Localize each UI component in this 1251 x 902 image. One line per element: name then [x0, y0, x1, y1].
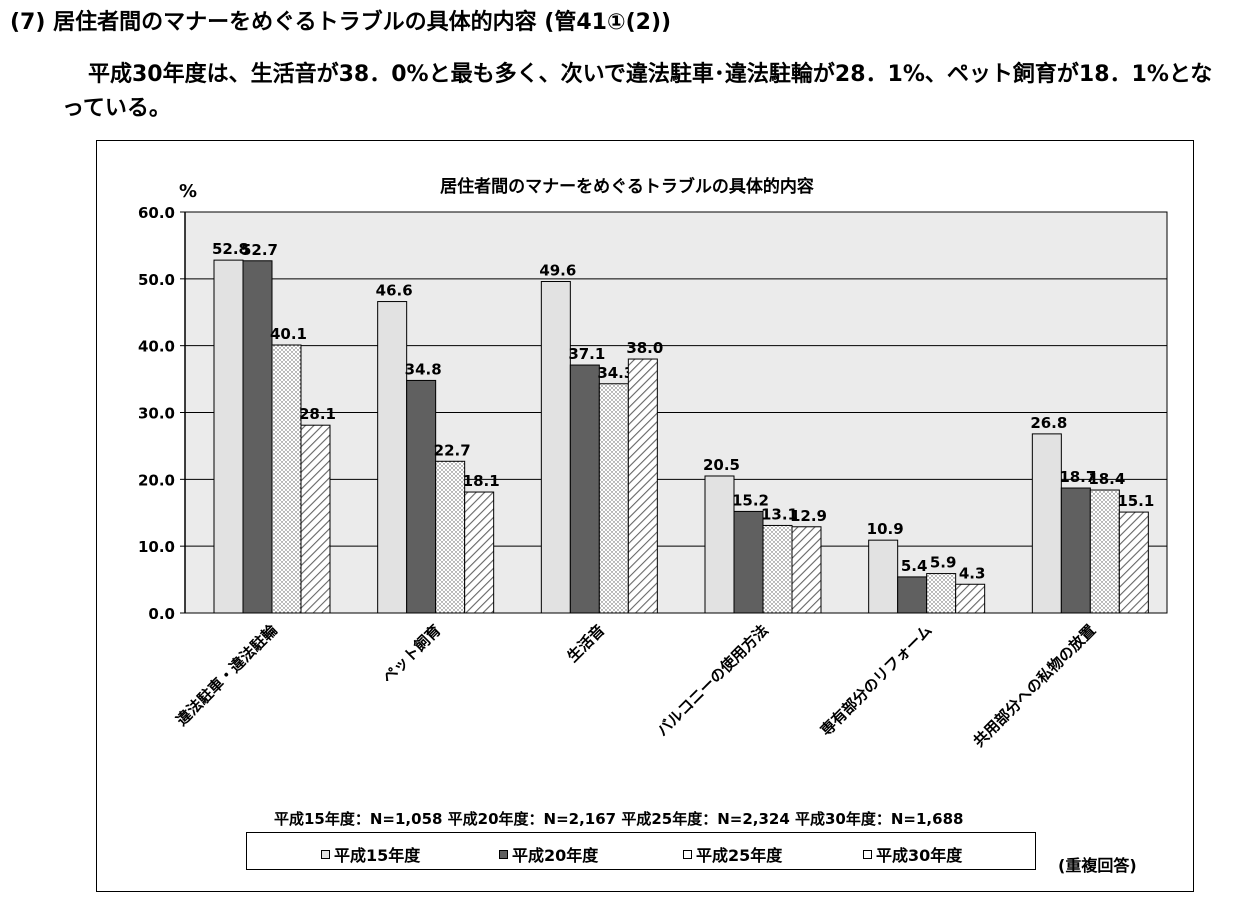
legend-swatch-icon — [321, 849, 330, 859]
bar — [406, 379, 437, 614]
bar — [897, 576, 928, 614]
y-tick-label: 20.0 — [138, 471, 175, 489]
data-label: 49.6 — [539, 262, 576, 280]
legend-item: 平成25年度 — [683, 842, 782, 866]
category-label: 違法駐車・違法駐輪 — [173, 620, 282, 729]
bar — [955, 583, 986, 614]
data-label: 18.7 — [1059, 468, 1096, 486]
legend-item: 平成30年度 — [863, 842, 962, 866]
legend-item: 平成15年度 — [321, 842, 420, 866]
y-tick-label: 10.0 — [138, 538, 175, 556]
bar-chart: 居住者間のマナーをめぐるトラブルの具体的内容 0.0 10.0 20.0 30.0 40… — [138, 176, 1168, 751]
bar — [300, 424, 331, 614]
section-heading: (7) 居住者間のマナーをめぐるトラブルの具体的内容 (管41①(2)) — [10, 10, 672, 35]
bar — [1031, 433, 1062, 614]
bar — [791, 526, 822, 614]
bar — [242, 260, 273, 614]
legend: 平成15年度 平成20年度 平成25年度 平成30年度 — [246, 832, 1036, 870]
bar — [271, 344, 302, 614]
data-label: 12.9 — [790, 507, 827, 525]
data-label: 46.6 — [376, 282, 413, 300]
y-tick-label: 0.0 — [148, 605, 175, 623]
data-label: 18.1 — [463, 472, 500, 490]
data-label: 5.9 — [930, 554, 957, 572]
data-label: 18.4 — [1088, 470, 1125, 488]
category-label: 生活音 — [564, 621, 609, 666]
chart-title: 居住者間のマナーをめぐるトラブルの具体的内容 — [440, 176, 814, 197]
bar — [704, 475, 735, 614]
legend-swatch-icon — [683, 849, 692, 859]
legend-label: 平成20年度 — [512, 846, 599, 865]
bar — [1118, 511, 1149, 614]
bar — [569, 364, 600, 614]
data-label: 15.2 — [732, 491, 769, 509]
bar — [926, 573, 957, 614]
note-multiple-answers: (重複回答) — [1058, 856, 1137, 875]
data-label: 22.7 — [434, 441, 471, 459]
bar — [435, 460, 466, 614]
data-label: 4.3 — [959, 564, 986, 582]
data-label: 40.1 — [270, 325, 307, 343]
bar — [733, 510, 764, 614]
sample-sizes: 平成15年度：N=1,058 平成20年度：N=2,167 平成25年度：N=2… — [274, 810, 964, 828]
data-label: 15.1 — [1117, 492, 1154, 510]
category-label: 専有部分のリフォーム — [817, 621, 935, 739]
data-label: 37.1 — [568, 345, 605, 363]
chart-frame: 居住者間のマナーをめぐるトラブルの具体的内容 0.0 10.0 20.0 30.0 40… — [96, 140, 1194, 892]
bar — [627, 358, 658, 614]
category-label: 共用部分への私物の放置 — [970, 621, 1099, 750]
bar — [1060, 487, 1091, 614]
bar — [464, 491, 495, 614]
bar — [213, 259, 244, 614]
bar — [762, 524, 793, 614]
data-label: 26.8 — [1030, 414, 1067, 432]
legend-swatch-icon — [499, 849, 508, 859]
category-label: バルコニーの使用方法 — [653, 621, 772, 740]
y-tick-label: 30.0 — [138, 405, 175, 423]
data-label: 28.1 — [299, 405, 336, 423]
y-tick-label: 60.0 — [138, 204, 175, 222]
y-tick-label: 50.0 — [138, 271, 175, 289]
data-label: 52.7 — [241, 241, 278, 259]
legend-swatch-icon — [863, 849, 872, 859]
data-label: 38.0 — [626, 339, 663, 357]
y-axis-unit: % — [179, 181, 197, 202]
legend-item: 平成20年度 — [499, 842, 598, 866]
category-label: ペット飼育 — [379, 621, 445, 687]
data-label: 13.1 — [761, 505, 798, 523]
bar — [1089, 489, 1120, 614]
bar — [540, 281, 571, 614]
data-label: 5.4 — [901, 557, 928, 575]
legend-label: 平成25年度 — [696, 846, 783, 865]
summary-text: 平成30年度は、生活音が38．0%と最も多く、次いで違法駐車･違法駐輪が28．1… — [62, 62, 1213, 121]
bar — [598, 383, 629, 614]
data-label: 10.9 — [867, 520, 904, 538]
bar — [868, 539, 899, 614]
data-label: 34.3 — [597, 364, 634, 382]
legend-label: 平成30年度 — [876, 846, 963, 865]
data-label: 34.8 — [405, 360, 442, 378]
y-tick-label: 40.0 — [138, 338, 175, 356]
bar — [377, 301, 408, 614]
data-label: 20.5 — [703, 456, 740, 474]
legend-label: 平成15年度 — [334, 846, 421, 865]
data-label: 52.8 — [212, 240, 249, 258]
